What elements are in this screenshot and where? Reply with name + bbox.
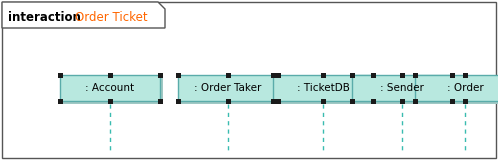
Bar — [270, 72, 275, 77]
Bar — [450, 99, 455, 104]
Bar — [355, 78, 455, 104]
Text: : TicketDB: : TicketDB — [297, 83, 350, 93]
Bar — [175, 72, 180, 77]
Bar — [275, 72, 280, 77]
Bar — [63, 78, 163, 104]
Bar — [352, 75, 452, 101]
Bar — [418, 78, 498, 104]
Bar — [275, 99, 280, 104]
Bar — [321, 72, 326, 77]
Text: : Order: : Order — [447, 83, 484, 93]
Bar — [175, 99, 180, 104]
Bar — [157, 99, 162, 104]
Bar — [371, 99, 375, 104]
Bar — [399, 72, 404, 77]
Text: : Account: : Account — [86, 83, 134, 93]
Polygon shape — [2, 2, 165, 28]
Bar — [371, 72, 375, 77]
Bar — [108, 99, 113, 104]
Bar — [108, 72, 113, 77]
Bar — [57, 99, 63, 104]
Bar — [399, 99, 404, 104]
Bar — [412, 99, 417, 104]
Bar — [181, 78, 281, 104]
Bar — [450, 72, 455, 77]
Bar — [60, 75, 160, 101]
Text: interaction: interaction — [8, 11, 81, 24]
Text: : Order Taker: : Order Taker — [194, 83, 261, 93]
Bar — [226, 72, 231, 77]
Bar — [178, 75, 278, 101]
Text: : Sender: : Sender — [380, 83, 424, 93]
Bar — [270, 99, 275, 104]
Bar — [226, 99, 231, 104]
Bar — [57, 72, 63, 77]
Bar — [415, 75, 498, 101]
Bar — [321, 99, 326, 104]
Text: Order Ticket: Order Ticket — [75, 11, 147, 24]
Bar — [350, 72, 355, 77]
Bar — [463, 72, 468, 77]
Bar — [350, 99, 355, 104]
Bar — [157, 72, 162, 77]
Bar — [412, 72, 417, 77]
Bar — [463, 99, 468, 104]
Bar — [273, 75, 373, 101]
Bar — [276, 78, 376, 104]
